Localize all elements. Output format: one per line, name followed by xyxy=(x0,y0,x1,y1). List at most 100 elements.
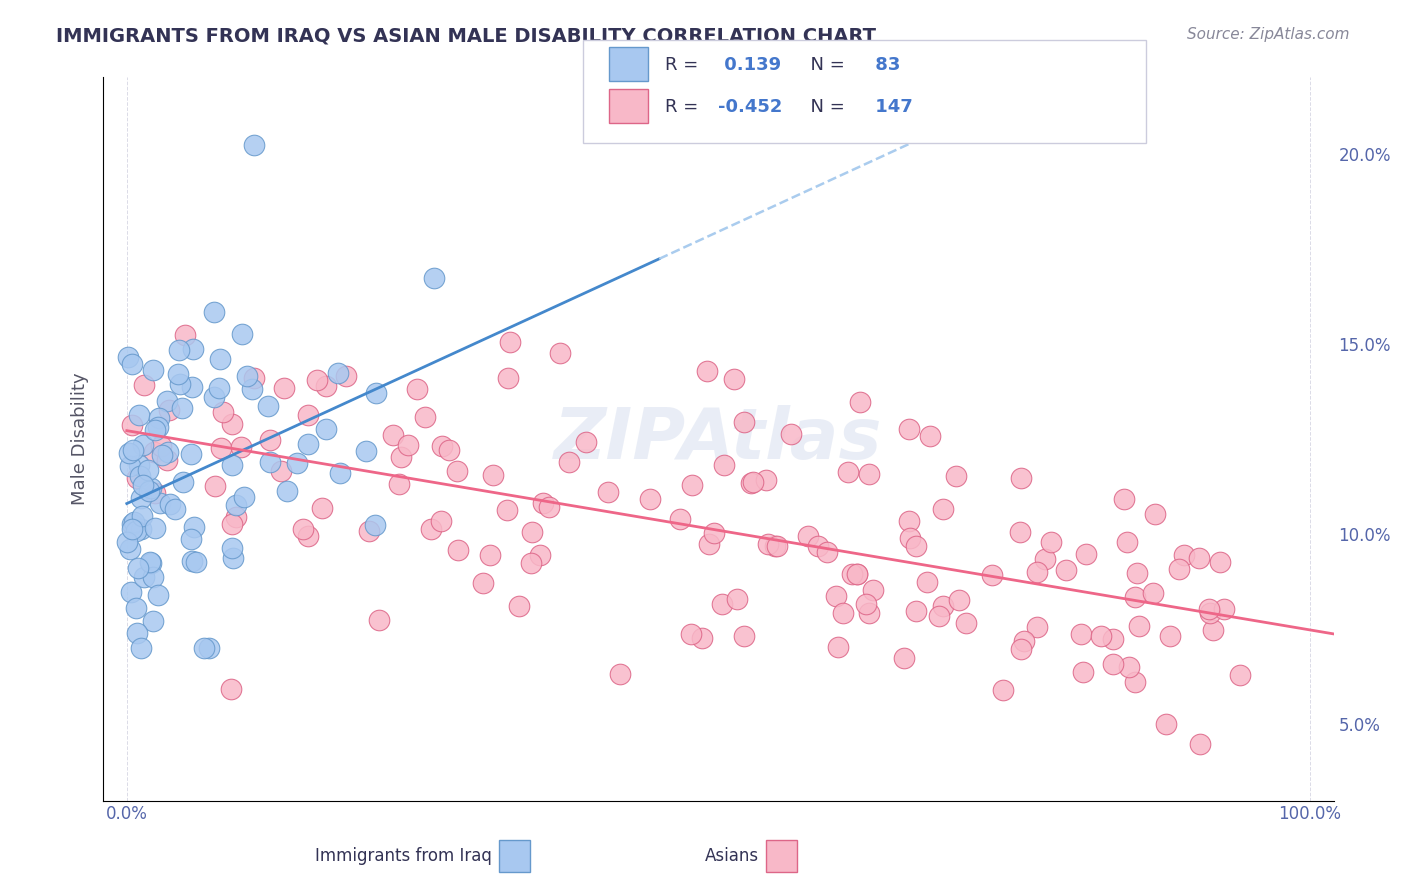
Point xyxy=(211,405,233,419)
Point xyxy=(690,632,713,646)
Text: Source: ZipAtlas.com: Source: ZipAtlas.com xyxy=(1187,27,1350,42)
Point xyxy=(741,475,763,490)
Point xyxy=(825,590,848,604)
Point xyxy=(115,535,138,549)
Point xyxy=(142,363,165,377)
Point xyxy=(181,343,204,357)
Point xyxy=(1010,642,1032,657)
Point xyxy=(898,531,921,545)
Point xyxy=(1123,675,1146,690)
Point xyxy=(1144,507,1167,521)
Point xyxy=(548,346,571,360)
Point xyxy=(209,441,232,455)
Point xyxy=(221,417,243,431)
Point xyxy=(898,422,921,436)
Point xyxy=(197,641,219,656)
Point xyxy=(134,377,156,392)
Point xyxy=(1154,717,1177,731)
Point xyxy=(173,328,195,343)
Point xyxy=(121,522,143,536)
Point xyxy=(120,542,142,557)
Point xyxy=(713,458,735,472)
Point xyxy=(270,464,292,478)
Point xyxy=(367,613,389,627)
Point xyxy=(478,548,501,562)
Point xyxy=(725,591,748,606)
Point xyxy=(703,525,725,540)
Point xyxy=(837,465,859,479)
Point xyxy=(117,350,139,364)
Point xyxy=(143,521,166,535)
Point xyxy=(121,357,143,371)
Point xyxy=(142,570,165,584)
Point xyxy=(167,343,190,358)
Point xyxy=(1116,535,1139,549)
Point xyxy=(172,401,194,416)
Point xyxy=(1198,601,1220,615)
Point xyxy=(763,539,786,553)
Point xyxy=(315,378,337,392)
Point xyxy=(129,523,152,537)
Point xyxy=(1026,620,1049,634)
Point xyxy=(129,491,152,505)
Point xyxy=(531,496,554,510)
Point xyxy=(221,458,243,473)
Point xyxy=(520,556,543,570)
Point xyxy=(156,445,179,459)
Point xyxy=(157,402,180,417)
Text: R =: R = xyxy=(665,56,704,74)
Point xyxy=(1102,632,1125,646)
Point xyxy=(1199,606,1222,620)
Point xyxy=(389,450,412,464)
Point xyxy=(143,423,166,437)
Point xyxy=(945,469,967,483)
Point xyxy=(423,270,446,285)
Point xyxy=(202,305,225,319)
Point xyxy=(557,455,579,469)
Point xyxy=(1188,551,1211,566)
Point xyxy=(382,428,405,442)
Point xyxy=(329,466,352,480)
Point xyxy=(1168,561,1191,575)
Point xyxy=(1126,566,1149,581)
Point xyxy=(128,458,150,473)
Point xyxy=(1123,591,1146,605)
Point xyxy=(1035,551,1057,566)
Point xyxy=(129,469,152,483)
Point xyxy=(1229,668,1251,682)
Point xyxy=(121,417,143,432)
Point xyxy=(405,382,427,396)
Point xyxy=(437,442,460,457)
Point xyxy=(1173,548,1195,562)
Point xyxy=(243,371,266,385)
Point xyxy=(1102,657,1125,671)
Point xyxy=(139,555,162,569)
Point xyxy=(229,440,252,454)
Point xyxy=(120,585,142,599)
Point xyxy=(832,606,855,620)
Point xyxy=(1212,601,1234,615)
Point xyxy=(846,567,869,582)
Point xyxy=(156,453,179,467)
Point xyxy=(396,437,419,451)
Point xyxy=(495,502,517,516)
Point xyxy=(326,366,349,380)
Point xyxy=(222,551,245,566)
Point xyxy=(679,626,702,640)
Point xyxy=(131,438,153,452)
Point xyxy=(430,514,453,528)
Point xyxy=(242,138,264,153)
Point xyxy=(711,597,734,611)
Point xyxy=(1112,491,1135,506)
Point xyxy=(472,576,495,591)
Point xyxy=(165,502,187,516)
Point xyxy=(221,681,243,696)
Point xyxy=(815,544,838,558)
Point xyxy=(827,640,849,655)
Point xyxy=(932,599,955,613)
Point xyxy=(575,434,598,449)
Point xyxy=(1159,629,1181,643)
Point xyxy=(1010,524,1032,539)
Point xyxy=(141,556,163,570)
Point xyxy=(1189,738,1212,752)
